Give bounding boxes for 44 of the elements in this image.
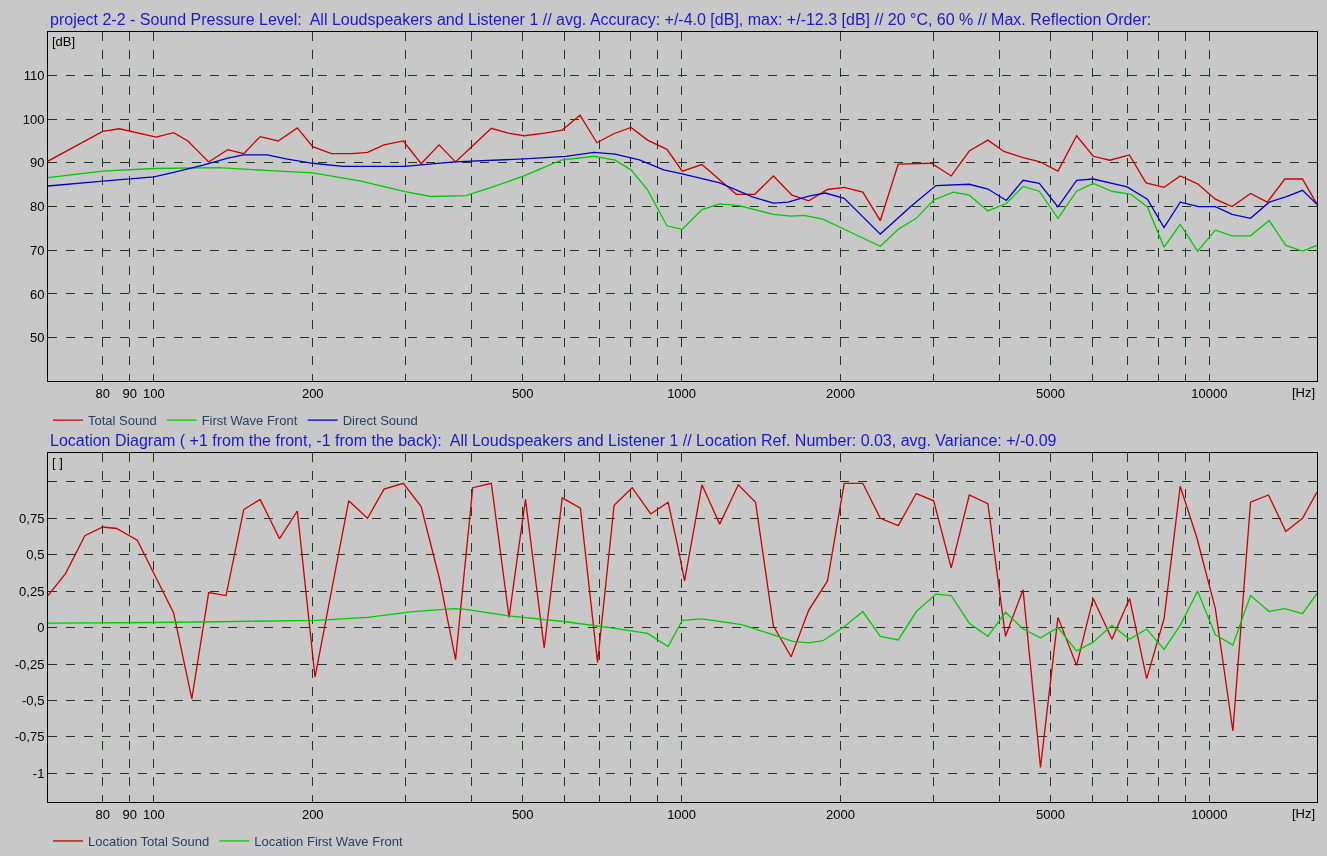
legend-label: Location Total Sound bbox=[88, 834, 210, 850]
y-tick-label: 110 bbox=[23, 67, 45, 83]
y-tick-label: 100 bbox=[22, 111, 45, 127]
y-axis-title: [ ] bbox=[52, 455, 63, 470]
x-tick-label: 1000 bbox=[667, 807, 697, 823]
chart-title: Location Diagram ( +1 from the front, -1 from the back): All Loudspeakers and Listener 1 // Location Ref. Number: 0.03, avg. Variance: +/-0.09 bbox=[50, 432, 1057, 449]
x-tick-label: 90 bbox=[122, 386, 137, 401]
x-tick-label: 10000 bbox=[1191, 807, 1228, 823]
x-axis-title: [Hz] bbox=[1292, 385, 1316, 400]
y-tick-label: 90 bbox=[29, 155, 45, 171]
y-axis-title: [dB] bbox=[52, 34, 76, 49]
y-tick-label: 0,75 bbox=[19, 510, 45, 526]
y-tick-label: -1 bbox=[32, 765, 45, 781]
x-tick-label: 1000 bbox=[667, 386, 697, 401]
x-tick-label: 2000 bbox=[825, 807, 855, 823]
legend-label: Total Sound bbox=[88, 413, 157, 429]
legend-label: Direct Sound bbox=[342, 413, 418, 429]
x-tick-label: 80 bbox=[95, 807, 110, 823]
y-tick-label: 50 bbox=[29, 330, 45, 346]
x-tick-label: 500 bbox=[511, 386, 534, 401]
chart-title: project 2-2 - Sound Pressure Level: All Loudspeakers and Listener 1 // avg. Accuracy: +/-4.0 [dB], max: +/-12.3 [dB] // 20 °C, 60 % // Max. Reflection Order: bbox=[50, 11, 1152, 28]
y-tick-label: 70 bbox=[29, 242, 45, 258]
y-tick-label: 0,5 bbox=[26, 547, 45, 563]
y-tick-label: 80 bbox=[29, 199, 45, 215]
x-tick-label: 80 bbox=[95, 386, 110, 401]
x-tick-label: 500 bbox=[511, 807, 534, 823]
x-tick-label: 10000 bbox=[1191, 386, 1228, 401]
y-tick-label: 0 bbox=[37, 620, 45, 636]
x-tick-label: 100 bbox=[143, 807, 165, 823]
x-tick-label: 90 bbox=[122, 807, 137, 823]
y-tick-label: -0,25 bbox=[14, 656, 45, 672]
y-tick-label: 60 bbox=[29, 286, 45, 302]
x-tick-label: 200 bbox=[301, 807, 324, 823]
x-tick-label: 2000 bbox=[825, 386, 855, 401]
x-axis-title: [Hz] bbox=[1292, 806, 1316, 821]
legend-label: First Wave Front bbox=[201, 413, 298, 429]
x-tick-label: 5000 bbox=[1035, 807, 1065, 823]
x-tick-label: 200 bbox=[301, 386, 324, 401]
x-tick-label: 5000 bbox=[1035, 386, 1065, 401]
y-tick-label: -0,5 bbox=[21, 692, 45, 708]
y-tick-label: -0,75 bbox=[14, 729, 45, 745]
legend-label: Location First Wave Front bbox=[254, 834, 403, 850]
x-tick-label: 100 bbox=[143, 386, 165, 401]
y-tick-label: 0,25 bbox=[19, 583, 45, 599]
